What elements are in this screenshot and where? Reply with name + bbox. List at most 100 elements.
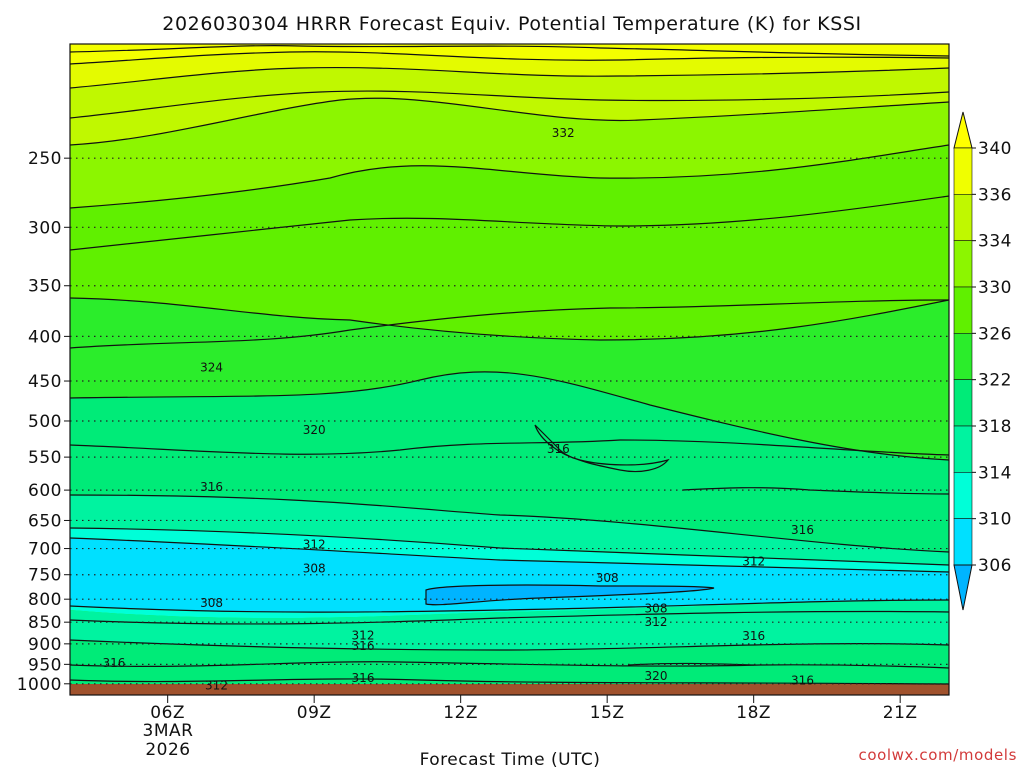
contour-label: 308 [596,571,619,585]
contour-label: 312 [742,554,765,568]
x-tick-label: 15Z [590,703,625,723]
contour-line [70,371,949,461]
x-tick-label: 06Z [150,703,185,723]
contour-line [70,66,949,89]
contour-label: 316 [200,480,223,494]
colorbar-segment [953,472,973,519]
contour-line [70,537,949,573]
colorbar-label: 334 [978,232,1012,252]
y-tick-label: 400 [28,327,62,347]
band-322-326 [70,298,949,460]
band-306-310 [70,538,949,613]
contour-label: 308 [303,562,326,576]
band-314-318 [70,495,949,565]
colorbar-label: 322 [978,371,1012,391]
y-tick-label: 800 [28,590,62,610]
contour-label: 316 [791,674,814,688]
band-340-plus [70,44,949,64]
band-326-330 [70,145,949,340]
colorbar-segment [953,518,973,566]
colorbar-label: 314 [978,463,1012,483]
plot-frame [69,43,950,696]
contour-label: 320 [303,423,326,437]
contour-line [70,527,949,566]
band-low-314 [70,640,949,695]
contour-line [425,584,715,606]
colorbar-segment [953,379,973,427]
x-axis: 06Z 09Z 12Z 15Z 18Z 21Z [150,695,917,723]
colorbar-label: 326 [978,324,1012,344]
contour-line [70,45,949,57]
contour-line [70,599,949,613]
y-tick-label: 850 [28,613,62,633]
contour-line [70,90,949,119]
ground-fill [70,684,949,695]
contour-line [534,424,670,473]
chart-title: 2026030304 HRRR Forecast Equiv. Potentia… [162,13,861,35]
y-tick-label: 1000 [17,675,62,695]
contour-line [682,487,949,495]
colorbar-under-arrow [953,564,973,611]
colorbar-segment [953,333,973,380]
gridlines [70,157,949,685]
contour-label: 316 [102,656,125,670]
contour-line [70,494,949,553]
y-tick-label: 650 [28,511,62,531]
y-tick-label: 250 [28,149,62,169]
contour-line [70,439,949,456]
contour-line [70,678,949,685]
contour-label: 316 [352,639,375,653]
contour-line [70,51,949,65]
colorbar: 340 336 334 330 326 322 318 314 310 306 [953,111,1012,611]
colorbar-label: 306 [978,556,1012,576]
contour-label: 316 [352,671,375,685]
band-318-322 [70,371,949,552]
date-label-month: 3MAR [143,721,194,741]
contour-line [70,610,949,625]
contour-label: 308 [645,602,668,616]
colorbar-label: 310 [978,510,1012,530]
contour-label: 332 [552,126,575,140]
colorbar-label: 318 [978,417,1012,437]
contour-label: 324 [200,360,223,374]
y-tick-label: 950 [28,655,62,675]
colorbar-segment [953,425,973,473]
contour-label: 312 [205,679,228,693]
y-tick-label: 750 [28,566,62,586]
y-tick-label: 600 [28,481,62,501]
colorbar-label: 330 [978,278,1012,298]
colorbar-segment [953,286,973,334]
date-label-year: 2026 [145,740,190,760]
colorbar-segment [953,194,973,241]
x-tick-label: 21Z [883,703,918,723]
contour-label: 312 [645,615,668,629]
contour-line [70,297,949,341]
credit-text: coolwx.com/models [859,746,1018,764]
y-tick-label: 300 [28,218,62,238]
contour-label: 308 [200,596,223,610]
contour-label: 312 [303,538,326,552]
contour-line [70,144,949,209]
contour-label: 316 [791,523,814,537]
y-tick-label: 700 [28,540,62,560]
contour-label: 316 [742,629,765,643]
contour-line [70,195,949,251]
contour-lines [70,45,949,685]
colorbar-segment [953,240,973,288]
contour-line [70,639,949,651]
y-tick-label: 550 [28,448,62,468]
plot-area [70,44,949,695]
x-tick-label: 18Z [736,703,771,723]
y-tick-label: 350 [28,277,62,297]
colorbar-label: 336 [978,185,1012,205]
colorbar-label: 340 [978,139,1012,159]
x-axis-label: Forecast Time (UTC) [420,750,601,768]
contour-line [70,97,949,146]
colorbar-over-arrow [953,111,973,149]
y-tick-label: 450 [28,372,62,392]
y-tick-label: 500 [28,412,62,432]
contour-label: 312 [352,628,375,642]
contour-label: 316 [547,442,570,456]
